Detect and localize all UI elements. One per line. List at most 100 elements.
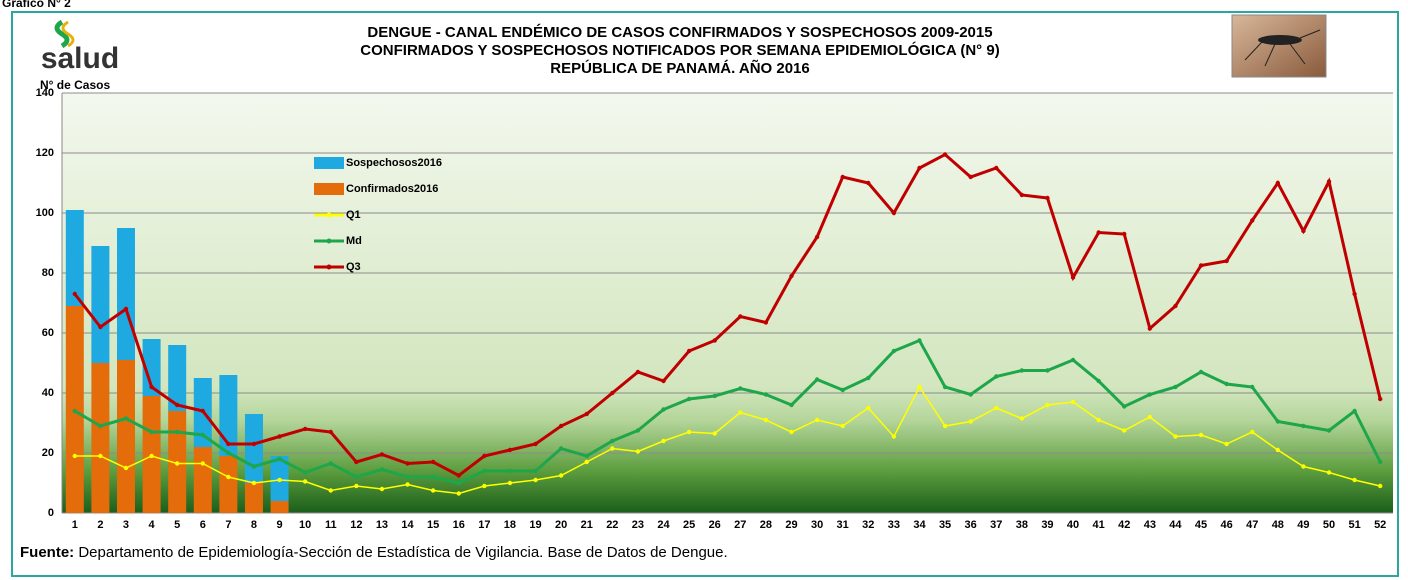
- legend-label: Q1: [346, 209, 361, 221]
- bar-segment: [117, 360, 135, 513]
- x-tick-label: 2: [97, 519, 103, 531]
- line-marker: [277, 434, 281, 438]
- bar-segment: [194, 447, 212, 513]
- line-marker: [482, 469, 486, 473]
- x-tick-label: 39: [1041, 519, 1053, 531]
- line-marker: [1352, 409, 1356, 413]
- figure-label: Gráfico N° 2: [2, 0, 71, 10]
- line-marker: [482, 454, 486, 458]
- line-marker: [1173, 304, 1177, 308]
- x-tick-label: 34: [913, 519, 926, 531]
- line-marker: [329, 430, 333, 434]
- line-marker: [968, 392, 972, 396]
- line-marker: [1276, 419, 1280, 423]
- line-marker: [1378, 484, 1382, 488]
- line-marker: [533, 469, 537, 473]
- line-marker: [917, 338, 921, 342]
- line-marker: [201, 409, 205, 413]
- line-marker: [1199, 263, 1203, 267]
- bar-segment: [245, 414, 263, 483]
- x-tick-label: 38: [1016, 519, 1028, 531]
- line-marker: [738, 314, 742, 318]
- y-tick-label: 80: [42, 267, 54, 279]
- line-marker: [252, 464, 256, 468]
- page: {"chart_data": { "type": "bar", "figure_…: [0, 0, 1408, 580]
- line-marker: [636, 449, 640, 453]
- line-marker: [1148, 392, 1152, 396]
- line-marker: [252, 442, 256, 446]
- line-marker: [303, 427, 307, 431]
- line-marker: [1045, 403, 1049, 407]
- line-marker: [1020, 416, 1024, 420]
- line-marker: [968, 419, 972, 423]
- x-tick-label: 33: [888, 519, 900, 531]
- bar-segment: [66, 210, 84, 306]
- line-marker: [405, 482, 409, 486]
- line-marker: [149, 454, 153, 458]
- line-marker: [585, 412, 589, 416]
- x-tick-label: 21: [581, 519, 593, 531]
- bar-segment: [219, 456, 237, 513]
- line-marker: [687, 397, 691, 401]
- line-marker: [1250, 218, 1254, 222]
- line-marker: [1173, 434, 1177, 438]
- chart-subtitle: REPÚBLICA DE PANAMÁ. AÑO 2016: [550, 59, 809, 77]
- line-marker: [405, 475, 409, 479]
- x-tick-label: 15: [427, 519, 439, 531]
- x-tick-label: 51: [1348, 519, 1360, 531]
- x-tick-label: 44: [1169, 519, 1182, 531]
- x-tick-label: 6: [200, 519, 206, 531]
- line-marker: [73, 409, 77, 413]
- legend-swatch: [327, 265, 332, 270]
- y-tick-label: 140: [36, 87, 54, 99]
- line-marker: [1148, 326, 1152, 330]
- x-tick-label: 23: [632, 519, 644, 531]
- line-marker: [1071, 400, 1075, 404]
- legend-swatch: [314, 183, 344, 195]
- logo-text: salud: [41, 42, 119, 75]
- x-tick-label: 24: [657, 519, 670, 531]
- line-marker: [943, 385, 947, 389]
- line-marker: [713, 431, 717, 435]
- x-tick-label: 19: [529, 519, 541, 531]
- x-tick-label: 35: [939, 519, 951, 531]
- x-tick-label: 3: [123, 519, 129, 531]
- x-tick-label: 22: [606, 519, 618, 531]
- line-marker: [892, 211, 896, 215]
- x-tick-label: 41: [1093, 519, 1105, 531]
- line-marker: [738, 410, 742, 414]
- line-marker: [329, 488, 333, 492]
- line-marker: [201, 433, 205, 437]
- line-marker: [1020, 368, 1024, 372]
- x-tick-label: 16: [453, 519, 465, 531]
- line-marker: [1148, 415, 1152, 419]
- line-marker: [252, 481, 256, 485]
- line-marker: [73, 292, 77, 296]
- line-marker: [815, 418, 819, 422]
- y-tick-label: 0: [48, 507, 54, 519]
- line-marker: [1378, 460, 1382, 464]
- x-tick-label: 13: [376, 519, 388, 531]
- line-marker: [431, 488, 435, 492]
- line-marker: [866, 406, 870, 410]
- mosquito-photo: [1232, 15, 1326, 77]
- x-tick-label: 32: [862, 519, 874, 531]
- line-marker: [175, 430, 179, 434]
- line-marker: [815, 377, 819, 381]
- line-marker: [840, 175, 844, 179]
- line-marker: [1020, 193, 1024, 197]
- line-marker: [1071, 358, 1075, 362]
- line-marker: [559, 424, 563, 428]
- bar-segment: [245, 483, 263, 513]
- line-marker: [124, 307, 128, 311]
- line-marker: [661, 439, 665, 443]
- line-marker: [1250, 430, 1254, 434]
- line-marker: [1096, 418, 1100, 422]
- x-tick-label: 12: [350, 519, 362, 531]
- line-marker: [98, 325, 102, 329]
- x-tick-label: 5: [174, 519, 180, 531]
- line-marker: [1224, 442, 1228, 446]
- line-marker: [917, 385, 921, 389]
- line-marker: [98, 424, 102, 428]
- line-marker: [277, 478, 281, 482]
